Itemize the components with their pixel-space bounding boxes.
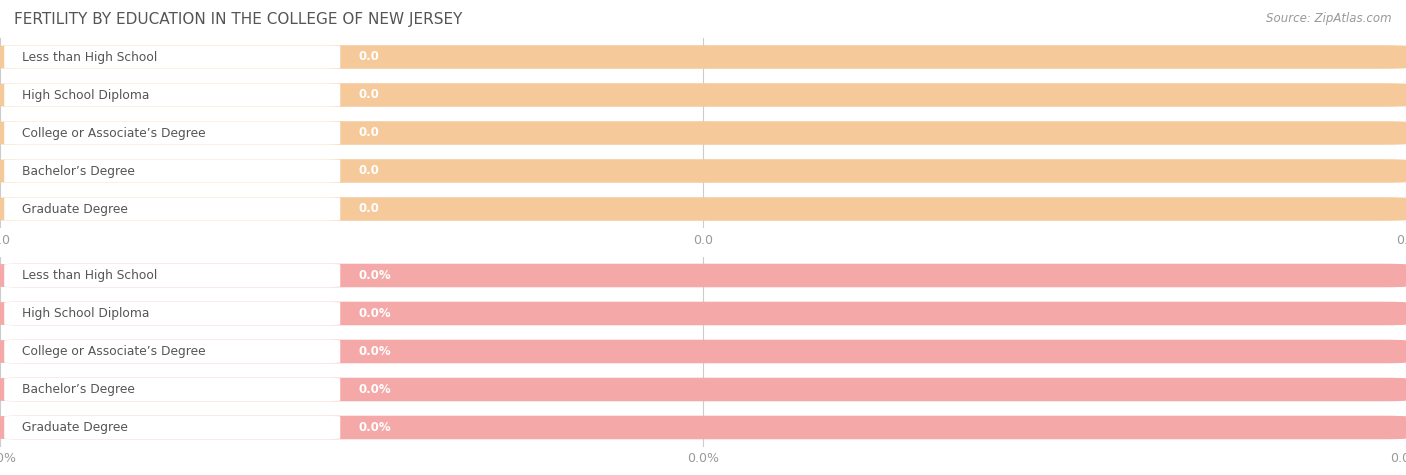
FancyBboxPatch shape [4, 121, 340, 145]
FancyBboxPatch shape [0, 378, 1406, 401]
Text: High School Diploma: High School Diploma [22, 88, 150, 102]
FancyBboxPatch shape [0, 340, 1406, 363]
FancyBboxPatch shape [0, 302, 1406, 325]
Text: 0.0: 0.0 [359, 164, 380, 178]
Text: 0.0%: 0.0% [359, 307, 391, 320]
FancyBboxPatch shape [0, 121, 1406, 145]
FancyBboxPatch shape [4, 264, 340, 287]
Text: 0.0%: 0.0% [359, 383, 391, 396]
Text: 0.0: 0.0 [359, 202, 380, 216]
Text: Bachelor’s Degree: Bachelor’s Degree [22, 383, 135, 396]
Text: 0.0%: 0.0% [359, 269, 391, 282]
FancyBboxPatch shape [0, 197, 1406, 221]
FancyBboxPatch shape [4, 378, 340, 401]
FancyBboxPatch shape [4, 197, 340, 221]
Text: 0.0: 0.0 [359, 50, 380, 64]
Text: High School Diploma: High School Diploma [22, 307, 150, 320]
Text: FERTILITY BY EDUCATION IN THE COLLEGE OF NEW JERSEY: FERTILITY BY EDUCATION IN THE COLLEGE OF… [14, 12, 463, 27]
FancyBboxPatch shape [0, 45, 1406, 69]
Text: 0.0%: 0.0% [359, 345, 391, 358]
FancyBboxPatch shape [4, 416, 340, 439]
FancyBboxPatch shape [4, 302, 340, 325]
Text: 0.0: 0.0 [359, 126, 380, 140]
Text: Graduate Degree: Graduate Degree [22, 421, 128, 434]
FancyBboxPatch shape [4, 45, 340, 69]
FancyBboxPatch shape [0, 416, 1406, 439]
Text: Graduate Degree: Graduate Degree [22, 202, 128, 216]
FancyBboxPatch shape [4, 340, 340, 363]
FancyBboxPatch shape [0, 264, 1406, 287]
Text: 0.0: 0.0 [359, 88, 380, 102]
FancyBboxPatch shape [4, 83, 340, 107]
Text: Less than High School: Less than High School [22, 269, 157, 282]
Text: 0.0%: 0.0% [359, 421, 391, 434]
Text: Source: ZipAtlas.com: Source: ZipAtlas.com [1267, 12, 1392, 25]
Text: Less than High School: Less than High School [22, 50, 157, 64]
FancyBboxPatch shape [0, 83, 1406, 107]
Text: Bachelor’s Degree: Bachelor’s Degree [22, 164, 135, 178]
Text: College or Associate’s Degree: College or Associate’s Degree [22, 345, 207, 358]
FancyBboxPatch shape [4, 159, 340, 183]
Text: College or Associate’s Degree: College or Associate’s Degree [22, 126, 207, 140]
FancyBboxPatch shape [0, 159, 1406, 183]
